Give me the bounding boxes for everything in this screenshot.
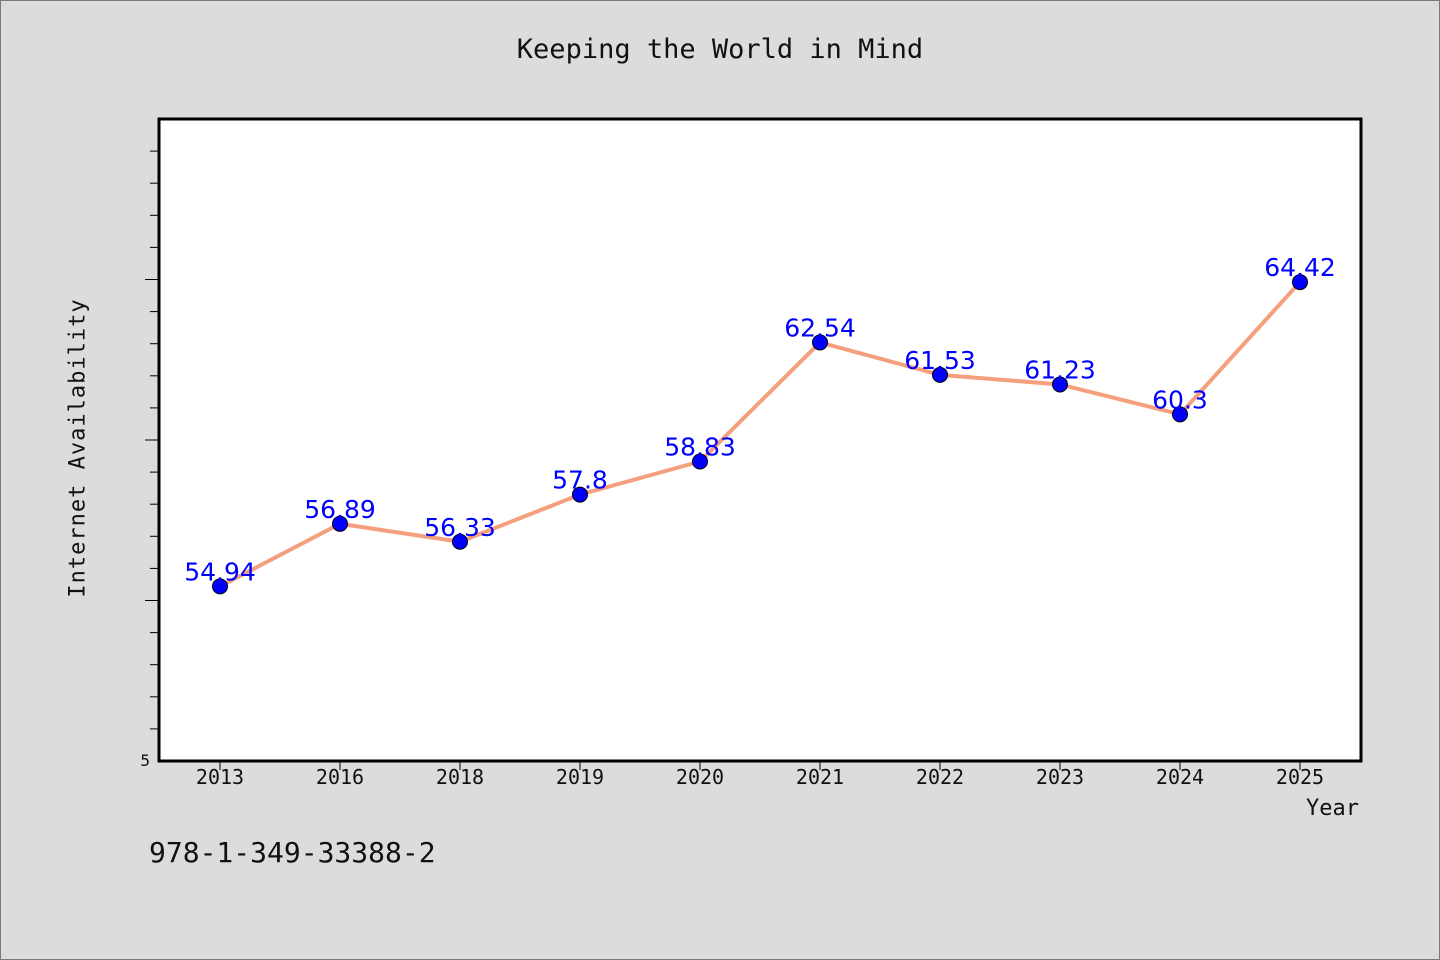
- x-axis-label: Year: [1306, 796, 1359, 821]
- data-point: [932, 366, 948, 383]
- plot-border: [157, 117, 1363, 763]
- data-label: 54.94: [184, 557, 256, 586]
- data-label: 58.83: [664, 433, 736, 462]
- data-point: [1052, 376, 1068, 393]
- data-label: 60.3: [1152, 385, 1208, 414]
- data-point: [1172, 406, 1188, 423]
- x-tick-label: 2016: [316, 765, 364, 789]
- isbn-text: 978-1-349-33388-2: [149, 836, 436, 869]
- data-label: 64.42: [1264, 253, 1336, 282]
- chart-title: Keeping the World in Mind: [516, 34, 924, 65]
- data-point: [452, 533, 468, 550]
- x-tick-label: 2018: [436, 765, 484, 789]
- x-tick-label: 2021: [796, 765, 844, 789]
- data-point: [212, 578, 228, 595]
- data-point: [692, 453, 708, 470]
- data-label: 61.53: [904, 346, 976, 375]
- x-tick-label: 2013: [196, 765, 244, 789]
- x-tick-label: 2020: [676, 765, 724, 789]
- data-point: [332, 515, 348, 532]
- data-label: 57.8: [552, 466, 608, 495]
- x-tick-label: 2024: [1156, 765, 1204, 789]
- x-tick-label: 2022: [916, 765, 964, 789]
- data-label: 61.23: [1024, 355, 1096, 384]
- data-point: [572, 486, 588, 503]
- series-line: [219, 280, 1302, 589]
- data-label: 62.54: [784, 313, 856, 342]
- data-point: [1292, 274, 1308, 291]
- data-point: [812, 334, 828, 351]
- data-label: 56.33: [424, 513, 496, 542]
- x-tick-label: 2019: [556, 765, 604, 789]
- plot-area: [159, 119, 1361, 761]
- x-tick-label: 2023: [1036, 765, 1084, 789]
- x-tick-label: 2025: [1276, 765, 1324, 789]
- data-label: 56.89: [304, 495, 376, 524]
- y-tick-label: 5: [140, 751, 150, 770]
